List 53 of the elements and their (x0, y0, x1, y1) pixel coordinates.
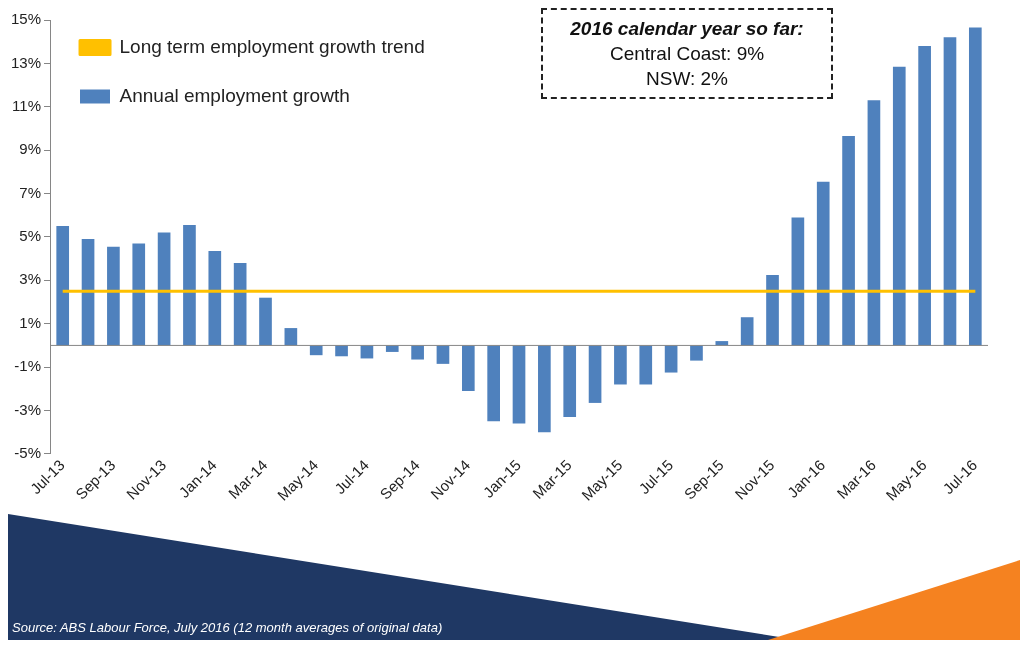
annotation: Central Coast: 9% (608, 42, 766, 66)
bar (107, 246, 120, 346)
y-tick-label: -5% (14, 444, 42, 462)
bar (81, 239, 95, 346)
y-tick-label: 11% (12, 96, 42, 114)
bar (436, 345, 450, 364)
y-tick-label: -3% (14, 400, 42, 418)
bar (183, 225, 196, 346)
bar (968, 27, 982, 346)
bar (538, 345, 551, 433)
bar (867, 100, 881, 346)
bar (335, 345, 348, 357)
y-tick-label: 3% (19, 270, 42, 288)
bar (461, 345, 475, 391)
bar (132, 243, 146, 346)
bar (690, 345, 703, 361)
y-tick-label: 7% (19, 183, 42, 201)
bar (259, 297, 272, 346)
bar (233, 262, 247, 346)
bar (284, 328, 298, 346)
bar (943, 37, 957, 346)
bar (56, 226, 70, 346)
bar (816, 181, 830, 346)
source-note: Source: ABS Labour Force, July 2016 (12 month averages of original data) (12, 620, 443, 635)
legend-label: Long term employment growth trend (119, 35, 425, 57)
bar (411, 345, 424, 360)
y-tick-label: 9% (19, 140, 42, 158)
bar (588, 345, 602, 403)
bar (563, 345, 577, 418)
bar (766, 274, 779, 346)
bar (157, 232, 171, 346)
annotation: 2016 calendar year so far: (569, 17, 805, 41)
bar (664, 345, 678, 373)
bar (208, 251, 222, 346)
annotation: NSW: 2% (645, 67, 729, 91)
y-tick-label: 13% (10, 53, 42, 71)
bar (892, 66, 906, 346)
bar (715, 341, 729, 346)
bar (740, 317, 754, 346)
legend-label: Annual employment growth (119, 84, 350, 106)
bar (614, 345, 627, 385)
bar (385, 345, 399, 352)
bar (487, 345, 500, 422)
y-tick-label: 5% (19, 227, 42, 245)
bar (512, 345, 526, 424)
y-tick-label: 1% (19, 313, 42, 331)
bar (918, 46, 931, 346)
bar (842, 136, 855, 346)
y-tick-label: 15% (10, 10, 42, 28)
bar (639, 345, 653, 385)
y-tick-label: -1% (14, 357, 42, 375)
bar (791, 217, 805, 346)
bar (309, 345, 323, 356)
